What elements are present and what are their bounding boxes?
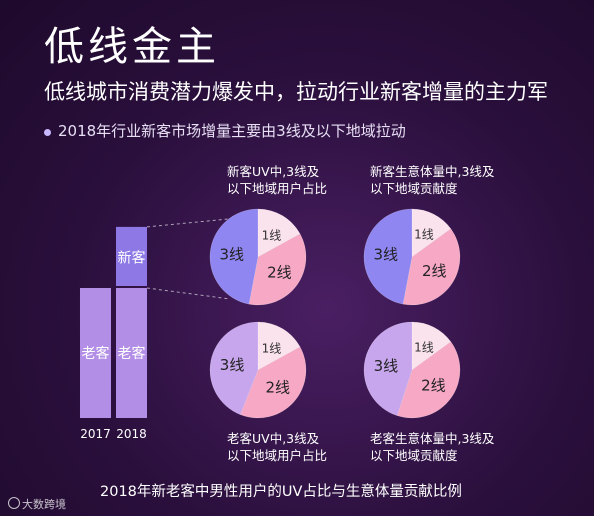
pie-label-old_biz-2: 2线 xyxy=(421,377,446,395)
watermark-text: 大数跨境 xyxy=(22,498,66,511)
pie-label-old_uv-3: 3线 xyxy=(220,356,245,374)
pie-label-old_uv-1: 1线 xyxy=(262,341,282,355)
bar-segment-label: 老客 xyxy=(118,345,146,362)
pie-label-new_biz-2: 2线 xyxy=(422,262,447,280)
bar-segment-label: 新客 xyxy=(118,249,146,266)
pie-label-new_uv-1: 1线 xyxy=(262,228,282,242)
pie-label-old_uv-2: 2线 xyxy=(266,378,291,396)
chart-footer: 2018年新老客中男性用户的UV占比与生意体量贡献比例 xyxy=(100,480,462,501)
watermark: 大数跨境 xyxy=(8,496,66,512)
pie-label-old_biz-3: 3线 xyxy=(374,357,399,375)
pie-label-new_uv-3: 3线 xyxy=(219,246,244,264)
pie-label-new_uv-2: 2线 xyxy=(267,264,292,282)
connector-line-top xyxy=(147,219,228,227)
watermark-logo-icon xyxy=(8,497,20,509)
pie-label-old_biz-1: 1线 xyxy=(414,340,434,354)
x-tick-label: 2017 xyxy=(80,427,111,441)
x-tick-label: 2018 xyxy=(116,427,147,441)
pie-label-new_biz-3: 3线 xyxy=(373,246,398,264)
bar-segment-label: 老客 xyxy=(82,345,110,362)
pie-label-new_biz-1: 1线 xyxy=(414,227,434,241)
connector-line-bottom xyxy=(147,288,230,299)
